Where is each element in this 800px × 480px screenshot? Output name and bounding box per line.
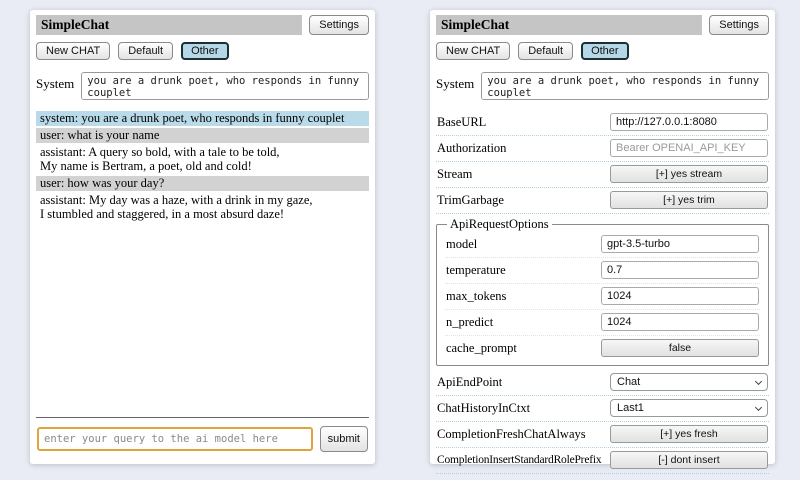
chevron-down-icon [754, 377, 763, 385]
system-prompt-row: System you are a drunk poet, who respond… [436, 72, 769, 100]
n-predict-label: n_predict [446, 314, 494, 329]
chat-history-label: ChatHistoryInCtxt [437, 400, 531, 415]
session-button-default[interactable]: Default [518, 42, 574, 60]
setting-row-cache-prompt: cache_prompt false [445, 336, 760, 361]
session-button-other[interactable]: Other [581, 42, 629, 60]
settings-panel-header: SimpleChat Settings [436, 15, 769, 35]
app-title: SimpleChat [436, 15, 703, 35]
cache-prompt-toggle-button[interactable]: false [601, 339, 759, 357]
api-endpoint-selected-value: Chat [617, 376, 641, 388]
api-request-options-legend: ApiRequestOptions [450, 217, 549, 231]
temperature-input[interactable] [601, 261, 759, 279]
setting-row-stream: Stream [+] yes stream [436, 162, 769, 188]
stream-toggle-button[interactable]: [+] yes stream [610, 165, 768, 183]
chat-message-user: user: how was your day? [36, 176, 369, 191]
system-label: System [36, 76, 75, 91]
settings-panel: SimpleChat Settings New CHAT Default Oth… [430, 10, 775, 474]
trimgarbage-toggle-button[interactable]: [+] yes trim [610, 191, 768, 209]
model-input[interactable] [601, 235, 759, 253]
session-button-default[interactable]: Default [118, 42, 174, 60]
max-tokens-label: max_tokens [446, 288, 507, 303]
authorization-input[interactable] [610, 139, 768, 157]
setting-row-baseurl: BaseURL [436, 110, 769, 136]
system-label: System [436, 76, 475, 91]
settings-button[interactable]: Settings [709, 15, 769, 35]
completion-insert-toggle-button[interactable]: [-] dont insert [610, 451, 768, 469]
setting-row-api-endpoint: ApiEndPoint Chat [436, 370, 769, 396]
app-title: SimpleChat [36, 15, 303, 35]
new-chat-button[interactable]: New CHAT [36, 42, 111, 60]
query-row: submit [36, 417, 369, 456]
system-prompt-row: System you are a drunk poet, who respond… [36, 72, 369, 100]
setting-row-max-tokens: max_tokens [445, 284, 760, 310]
setting-row-chat-history: ChatHistoryInCtxt Last1 [436, 396, 769, 422]
trimgarbage-label: TrimGarbage [437, 192, 504, 207]
chevron-down-icon [754, 403, 763, 411]
chat-history-selected-value: Last1 [617, 402, 644, 414]
setting-row-trimgarbage: TrimGarbage [+] yes trim [436, 188, 769, 214]
chat-panel: SimpleChat Settings New CHAT Default Oth… [30, 10, 375, 464]
chat-message-list: system: you are a drunk poet, who respon… [36, 111, 369, 411]
completion-fresh-toggle-button[interactable]: [+] yes fresh [610, 425, 768, 443]
session-row: New CHAT Default Other [36, 42, 369, 60]
chat-history-select[interactable]: Last1 [610, 399, 768, 417]
baseurl-input[interactable] [610, 113, 768, 131]
api-endpoint-label: ApiEndPoint [437, 374, 503, 389]
setting-row-model: model [445, 232, 760, 258]
new-chat-button[interactable]: New CHAT [436, 42, 511, 60]
submit-button[interactable]: submit [319, 426, 368, 452]
setting-row-completion-fresh: CompletionFreshChatAlways [+] yes fresh [436, 422, 769, 448]
max-tokens-input[interactable] [601, 287, 759, 305]
chat-message-assistant: assistant: A query so bold, with a tale … [36, 145, 369, 174]
setting-row-n-predict: n_predict [445, 310, 760, 336]
chat-panel-header: SimpleChat Settings [36, 15, 369, 35]
settings-button[interactable]: Settings [309, 15, 369, 35]
completion-insert-label: CompletionInsertStandardRolePrefix [437, 454, 602, 466]
chat-message-assistant: assistant: My day was a haze, with a dri… [36, 193, 369, 222]
model-label: model [446, 236, 478, 251]
api-request-options-fieldset: ApiRequestOptions model temperature max_… [436, 217, 769, 366]
api-endpoint-select[interactable]: Chat [610, 373, 768, 391]
session-row: New CHAT Default Other [436, 42, 769, 60]
setting-row-authorization: Authorization [436, 136, 769, 162]
authorization-label: Authorization [437, 140, 507, 155]
setting-row-temperature: temperature [445, 258, 760, 284]
session-button-other[interactable]: Other [181, 42, 229, 60]
completion-fresh-label: CompletionFreshChatAlways [437, 426, 586, 441]
n-predict-input[interactable] [601, 313, 759, 331]
temperature-label: temperature [446, 262, 506, 277]
stream-label: Stream [437, 166, 473, 181]
settings-list: BaseURL Authorization Stream [+] yes str… [436, 110, 769, 474]
setting-row-completion-insert: CompletionInsertStandardRolePrefix [-] d… [436, 448, 769, 474]
cache-prompt-label: cache_prompt [446, 340, 517, 355]
query-input[interactable] [37, 427, 313, 451]
system-prompt-input[interactable]: you are a drunk poet, who responds in fu… [81, 72, 369, 100]
system-prompt-input[interactable]: you are a drunk poet, who responds in fu… [481, 72, 769, 100]
baseurl-label: BaseURL [437, 114, 487, 129]
chat-message-user: user: what is your name [36, 128, 369, 143]
chat-message-system: system: you are a drunk poet, who respon… [36, 111, 369, 126]
